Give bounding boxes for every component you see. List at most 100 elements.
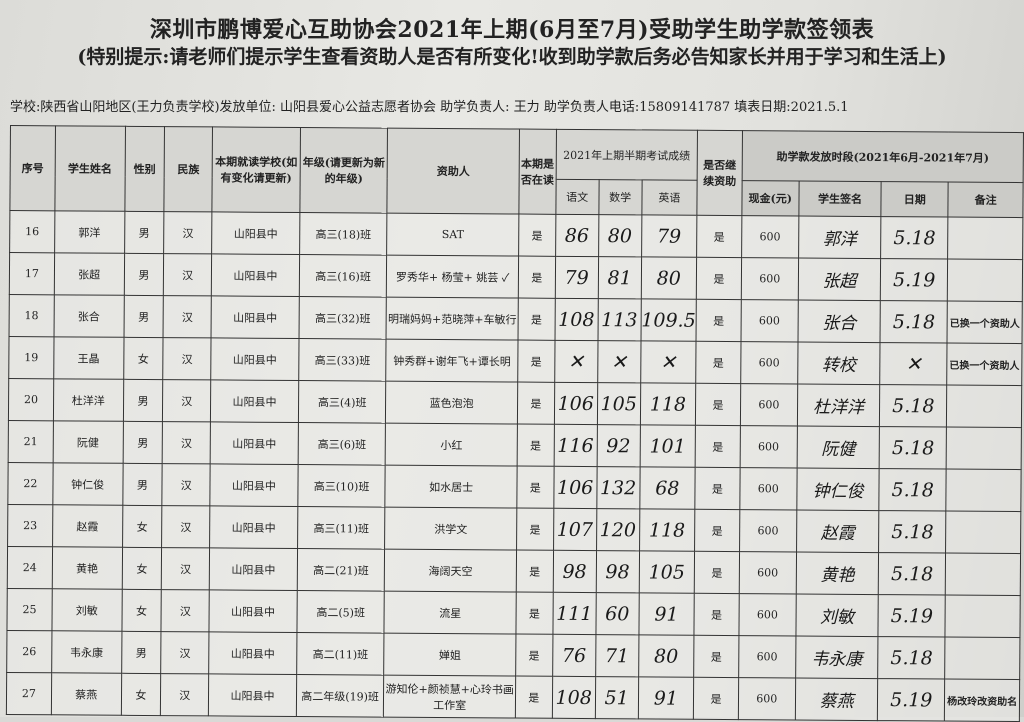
ethnicity: 汉 [161,547,210,590]
remark [946,427,1022,470]
student-signature: 赵霞 [796,510,880,553]
remark [947,217,1023,260]
sign-date: 5.19 [880,258,948,302]
score-english: 118 [640,382,696,426]
continue-funding: 是 [693,677,739,720]
sign-date: 5.19 [877,678,945,722]
gender: 男 [121,631,162,674]
score-english: 109.5 [640,298,697,342]
row-no: 22 [7,462,53,505]
school: 山阳县中 [209,589,298,633]
cash-amount: 600 [740,299,798,343]
grade: 高二(5)班 [296,590,385,634]
student-name: 郭洋 [54,210,125,254]
remark [945,553,1021,596]
grade: 高二(11)班 [296,632,385,676]
header-english: 英语 [641,179,698,216]
header-scores: 2021年上期半期考试成绩 [555,129,698,181]
score-chinese: 86 [555,214,599,257]
table-row: 20 杜洋洋男汉山阳县中 高三(4)班 蓝色泡泡是 106 105 118 是 600 杜洋洋 5.… [8,378,1022,428]
row-no: 19 [8,336,54,379]
cash-amount: 600 [741,215,799,259]
score-english: 80 [640,256,697,300]
enrolled: 是 [518,214,556,257]
grade: 高三(4)班 [298,380,387,424]
remark [944,637,1020,680]
score-chinese: 107 [553,508,597,551]
student-signature: 杜洋洋 [797,384,881,427]
table-row: 23 赵霞女汉山阳县中 高三(11)班 洪学文是 107 120 118 是 600 赵霞 5.18 [7,504,1021,554]
enrolled: 是 [518,256,556,299]
sign-date: 5.18 [878,636,946,680]
ethnicity: 汉 [163,211,213,254]
gender: 女 [120,673,162,716]
sign-date: 5.18 [880,300,948,344]
student-signature: 刘敏 [795,593,879,637]
gender: 男 [123,253,164,296]
score-math: 80 [598,214,642,257]
sponsor: 罗秀华+ 杨莹+ 姚芸 ✓ [386,255,519,299]
student-name: 阮健 [52,420,123,464]
gender: 女 [121,547,162,590]
student-name: 张超 [54,252,125,296]
score-math: 132 [596,466,640,509]
continue-funding: 是 [694,467,741,510]
school: 山阳县中 [211,211,300,255]
sponsor: SAT [387,213,519,257]
header-signature: 学生签名 [798,181,882,217]
header-continue: 是否继续资助 [696,130,743,216]
row-no: 27 [6,672,52,715]
ethnicity: 汉 [162,463,211,506]
score-math: 71 [595,634,639,677]
cash-amount: 600 [740,425,798,469]
score-chinese: ✕ [554,340,598,383]
sponsor: 钟秀群+谢年飞+谭长明 [386,339,518,383]
score-math: 51 [595,676,639,719]
row-no: 17 [9,252,55,295]
sign-date: 5.18 [879,384,947,428]
enrolled: 是 [515,634,553,677]
table-row: 25 刘敏女汉山阳县中 高二(5)班 流星是 111 60 91 是 600 刘敏 5.19 [6,588,1021,638]
cash-amount: 600 [739,467,797,511]
ethnicity: 汉 [161,505,211,548]
score-english: 79 [641,214,697,258]
header-grade: 年级(请更新为新的年级) [299,127,388,214]
sponsor: 洪学文 [384,507,517,551]
score-chinese: 76 [552,634,596,677]
enrolled: 是 [517,340,555,383]
remark: 杨改玲改资助名 [944,679,1020,722]
sign-date: 5.18 [879,426,947,470]
sponsor: 婵姐 [384,633,516,677]
school: 山阳县中 [211,295,300,339]
enrolled: 是 [516,508,554,551]
cash-amount: 600 [738,677,796,720]
remark [946,385,1022,428]
school: 山阳县中 [208,631,297,675]
header-remark: 备注 [948,182,1024,218]
score-english: 80 [638,634,695,678]
table-row: 24 黄艳女汉山阳县中 高二(21)班 海阔天空是 98 98 105 是 600 黄艳 5.18 [7,546,1021,596]
notice: (特别提示:请老师们提示学生查看资助人是否有所变化!收到助学款后务必告知家长并用… [77,46,947,68]
grade: 高三(32)班 [298,296,387,340]
score-english: ✕ [640,340,697,384]
header-enrolled: 本期是否在读 [518,129,557,215]
header-sponsor: 资助人 [387,128,520,215]
grade: 高三(16)班 [299,254,388,298]
student-signature: 张合 [797,300,881,343]
cash-amount: 600 [741,257,799,301]
school: 山阳县中 [209,547,298,591]
enrolled: 是 [515,592,553,635]
continue-funding: 是 [696,299,742,342]
enrolled: 是 [515,676,553,719]
student-signature: 阮健 [796,426,880,469]
score-math: 113 [597,298,641,341]
school: 山阳县中 [211,253,300,297]
student-name: 韦永康 [51,630,122,674]
table-row: 17 张超男汉山阳县中 高三(16)班 罗秀华+ 杨莹+ 姚芸 ✓ 是 79 81 80 是 60… [9,252,1023,302]
continue-funding: 是 [693,635,739,678]
score-english: 105 [638,550,695,594]
continue-funding: 是 [694,551,740,594]
row-no: 16 [9,210,55,253]
table-row: 18 张合男汉山阳县中 高三(32)班 明瑞妈妈+范晓萍+车敏行是 108 113 109.… [9,294,1023,344]
